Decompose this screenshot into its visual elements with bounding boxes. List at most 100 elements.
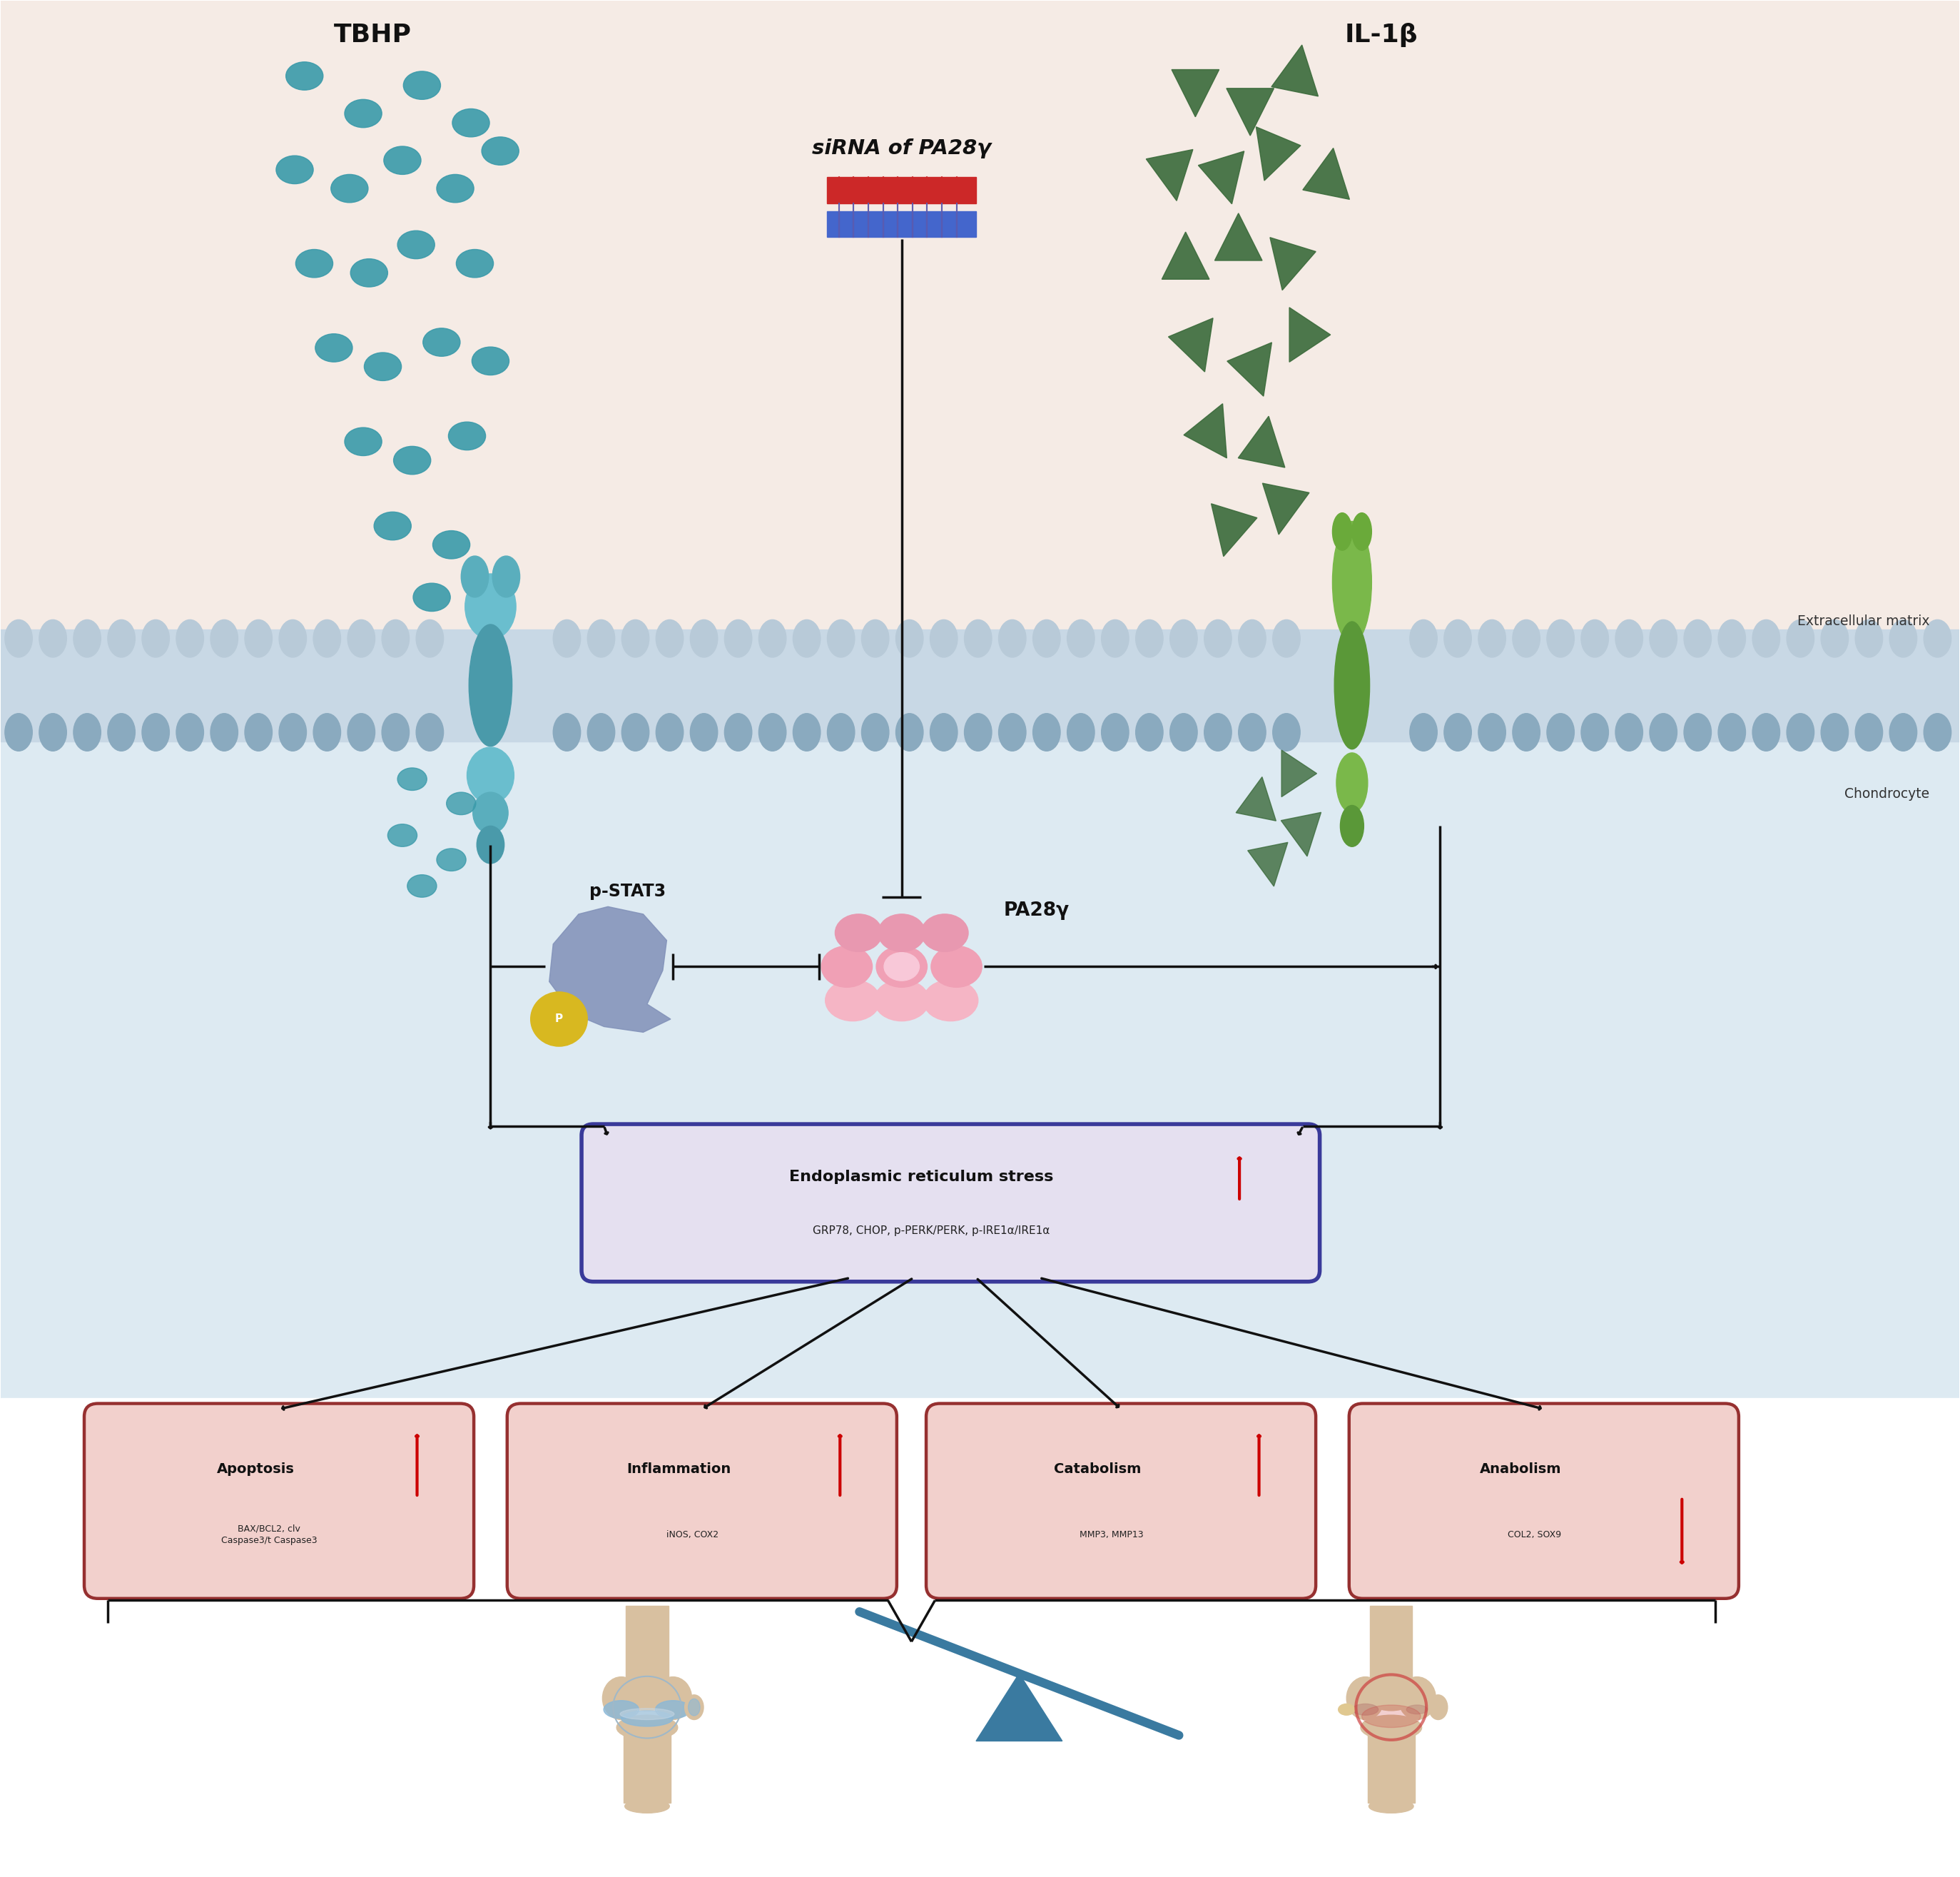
Ellipse shape: [1360, 1716, 1421, 1740]
Ellipse shape: [825, 980, 880, 1021]
Ellipse shape: [1337, 753, 1368, 813]
Ellipse shape: [862, 619, 890, 657]
Ellipse shape: [416, 619, 443, 657]
Ellipse shape: [404, 71, 441, 99]
Text: Endoplasmic reticulum stress: Endoplasmic reticulum stress: [790, 1169, 1053, 1184]
Ellipse shape: [684, 1695, 704, 1719]
Ellipse shape: [1889, 713, 1917, 751]
Polygon shape: [1239, 417, 1286, 467]
Text: IL-1β: IL-1β: [1345, 23, 1417, 47]
Text: Apoptosis: Apoptosis: [218, 1462, 294, 1475]
Bar: [2, 1398, 1958, 1875]
Ellipse shape: [1272, 713, 1299, 751]
Ellipse shape: [1429, 1704, 1443, 1714]
FancyBboxPatch shape: [1348, 1404, 1739, 1599]
Ellipse shape: [1066, 713, 1094, 751]
Ellipse shape: [964, 619, 992, 657]
Ellipse shape: [1650, 619, 1678, 657]
Ellipse shape: [1102, 713, 1129, 751]
Ellipse shape: [382, 619, 410, 657]
Ellipse shape: [621, 1676, 674, 1710]
Ellipse shape: [176, 713, 204, 751]
Ellipse shape: [210, 619, 237, 657]
FancyBboxPatch shape: [84, 1404, 474, 1599]
Ellipse shape: [821, 946, 872, 987]
Ellipse shape: [1333, 522, 1372, 644]
Ellipse shape: [553, 713, 580, 751]
Ellipse shape: [374, 512, 412, 541]
Ellipse shape: [1546, 713, 1574, 751]
Ellipse shape: [365, 353, 402, 381]
Polygon shape: [1290, 308, 1331, 362]
Polygon shape: [1184, 404, 1227, 458]
Ellipse shape: [108, 713, 135, 751]
Text: P: P: [555, 1014, 563, 1025]
Ellipse shape: [1546, 619, 1574, 657]
Ellipse shape: [1203, 713, 1231, 751]
Ellipse shape: [921, 914, 968, 952]
Ellipse shape: [625, 1800, 670, 1813]
Text: TBHP: TBHP: [333, 23, 412, 47]
Bar: [827, 210, 976, 237]
Ellipse shape: [465, 574, 515, 640]
Text: siRNA of PA28γ: siRNA of PA28γ: [811, 139, 992, 158]
Ellipse shape: [382, 713, 410, 751]
Ellipse shape: [1925, 619, 1950, 657]
Polygon shape: [1168, 317, 1213, 372]
Ellipse shape: [1397, 1676, 1437, 1719]
Ellipse shape: [923, 980, 978, 1021]
Ellipse shape: [1856, 713, 1884, 751]
Ellipse shape: [1352, 1704, 1378, 1716]
Ellipse shape: [482, 137, 519, 165]
Ellipse shape: [588, 713, 615, 751]
Ellipse shape: [245, 713, 272, 751]
Polygon shape: [1211, 503, 1256, 556]
Ellipse shape: [1513, 713, 1541, 751]
FancyBboxPatch shape: [582, 1124, 1319, 1282]
Text: GRP78, CHOP, p-PERK/PERK, p-IRE1α/IRE1α: GRP78, CHOP, p-PERK/PERK, p-IRE1α/IRE1α: [813, 1226, 1051, 1237]
Ellipse shape: [1362, 1704, 1421, 1727]
Ellipse shape: [725, 713, 753, 751]
Ellipse shape: [345, 428, 382, 456]
Ellipse shape: [931, 713, 958, 751]
Ellipse shape: [286, 62, 323, 90]
Ellipse shape: [998, 619, 1025, 657]
Text: Extracellular matrix: Extracellular matrix: [1797, 616, 1931, 629]
Ellipse shape: [827, 713, 855, 751]
Polygon shape: [1272, 45, 1319, 96]
Ellipse shape: [1352, 512, 1372, 550]
Ellipse shape: [998, 713, 1025, 751]
Ellipse shape: [437, 848, 466, 871]
Ellipse shape: [617, 1716, 678, 1740]
Ellipse shape: [588, 619, 615, 657]
Bar: [623, 1727, 670, 1804]
Ellipse shape: [388, 824, 417, 847]
Polygon shape: [1147, 150, 1194, 201]
Ellipse shape: [1856, 619, 1884, 657]
Bar: [1370, 1607, 1413, 1691]
Ellipse shape: [876, 946, 927, 987]
Ellipse shape: [553, 619, 580, 657]
Ellipse shape: [655, 1701, 690, 1719]
Ellipse shape: [345, 99, 382, 128]
Ellipse shape: [1347, 1676, 1384, 1719]
Ellipse shape: [416, 713, 443, 751]
Ellipse shape: [1333, 512, 1352, 550]
Bar: [2, 2, 1958, 648]
Ellipse shape: [655, 1676, 692, 1719]
Ellipse shape: [931, 946, 982, 987]
Ellipse shape: [1889, 619, 1917, 657]
Ellipse shape: [1821, 713, 1848, 751]
Ellipse shape: [1650, 713, 1678, 751]
Ellipse shape: [1821, 619, 1848, 657]
Ellipse shape: [1170, 713, 1198, 751]
Bar: [625, 1607, 668, 1691]
Ellipse shape: [1684, 619, 1711, 657]
Ellipse shape: [1135, 619, 1162, 657]
Bar: [2, 629, 1958, 741]
Ellipse shape: [316, 334, 353, 362]
Ellipse shape: [1335, 621, 1370, 749]
Ellipse shape: [1478, 619, 1505, 657]
Ellipse shape: [1788, 713, 1815, 751]
Ellipse shape: [414, 584, 451, 612]
